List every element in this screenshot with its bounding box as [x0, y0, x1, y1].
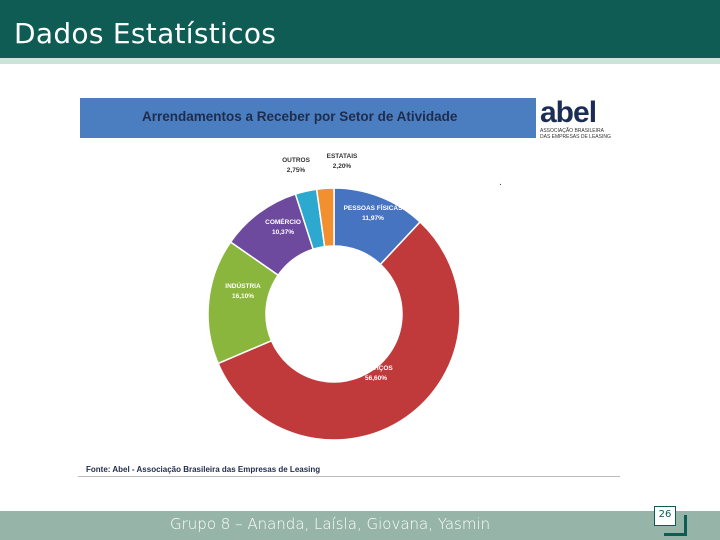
slide-header: [0, 0, 720, 58]
logo-word: abel: [540, 96, 597, 129]
slice-label-2: INDÚSTRIA: [225, 281, 261, 290]
slice-value-2: 16,10%: [232, 293, 254, 300]
logo-line-2: DAS EMPRESAS DE LEASING: [540, 134, 611, 140]
slice-value-1: 56,60%: [365, 375, 387, 382]
donut-chart: PESSOAS FÍSICAS 11,97% SERVIÇOS 56,60% INDÚS…: [207, 153, 461, 441]
source-divider: [78, 476, 620, 477]
dot-marker: .: [499, 178, 502, 188]
slice-value-3: 10,37%: [272, 229, 294, 236]
chart-title: Arrendamentos a Receber por Setor de Ati…: [142, 109, 458, 124]
footer-text: Grupo 8 – Ananda, Laísla, Giovana, Yasmi…: [170, 515, 491, 533]
slice-label-3: COMÉRCIO: [265, 217, 301, 226]
slice-value-4: 2,75%: [287, 167, 306, 174]
chart-image: Arrendamentos a Receber por Setor de Ati…: [78, 96, 620, 478]
slice-label-4: OUTROS: [282, 157, 310, 164]
slice-label-5: ESTATAIS: [327, 153, 358, 160]
page-number: 26: [658, 509, 672, 520]
page-number-box: [654, 506, 676, 526]
page-number-frame: [664, 515, 687, 536]
chart-title-banner: Arrendamentos a Receber por Setor de Ati…: [80, 98, 538, 138]
donut-slice-1: [217, 220, 461, 441]
header-divider: [0, 58, 720, 64]
slice-value-0: 11,97%: [362, 215, 384, 222]
slide-footer: [0, 511, 720, 540]
slide-title: Dados Estatísticos: [14, 17, 277, 50]
slice-label-1: SERVIÇOS: [359, 365, 393, 372]
abel-logo: abel ASSOCIAÇÃO BRASILEIRA DAS EMPRESAS …: [536, 96, 620, 140]
logo-line-1: ASSOCIAÇÃO BRASILEIRA: [540, 128, 604, 134]
slice-value-5: 2,20%: [333, 163, 352, 170]
chart-source: Fonte: Abel - Associação Brasileira das …: [86, 465, 321, 474]
slice-label-0: PESSOAS FÍSICAS: [344, 203, 404, 212]
donut-slice-5: [315, 187, 335, 248]
